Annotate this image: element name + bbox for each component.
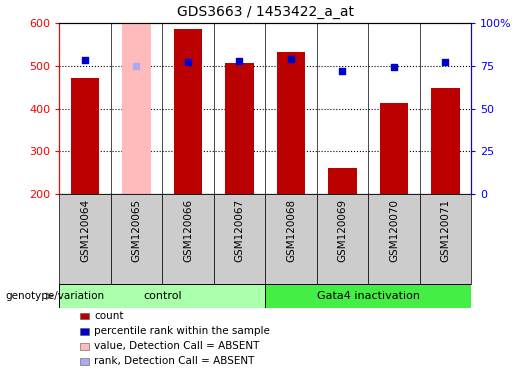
Bar xyxy=(431,88,459,194)
Bar xyxy=(265,194,317,284)
Point xyxy=(338,68,347,74)
Text: value, Detection Call = ABSENT: value, Detection Call = ABSENT xyxy=(94,341,260,351)
Point xyxy=(184,59,192,65)
Bar xyxy=(111,194,162,284)
Text: rank, Detection Call = ABSENT: rank, Detection Call = ABSENT xyxy=(94,356,254,366)
Bar xyxy=(265,284,471,308)
Title: GDS3663 / 1453422_a_at: GDS3663 / 1453422_a_at xyxy=(177,5,354,19)
Bar xyxy=(174,28,202,194)
Bar xyxy=(71,78,99,194)
Text: GSM120066: GSM120066 xyxy=(183,199,193,262)
Text: genotype/variation: genotype/variation xyxy=(5,291,104,301)
Bar xyxy=(226,63,253,194)
Bar xyxy=(59,194,111,284)
Bar xyxy=(214,194,265,284)
Point xyxy=(441,59,450,65)
Text: percentile rank within the sample: percentile rank within the sample xyxy=(94,326,270,336)
Text: GSM120065: GSM120065 xyxy=(131,199,142,262)
Text: count: count xyxy=(94,311,124,321)
Bar xyxy=(317,194,368,284)
Bar xyxy=(162,194,214,284)
Text: control: control xyxy=(143,291,181,301)
Text: GSM120067: GSM120067 xyxy=(234,199,245,262)
Bar xyxy=(329,169,356,194)
Text: GSM120070: GSM120070 xyxy=(389,199,399,262)
Text: GSM120069: GSM120069 xyxy=(337,199,348,262)
Point xyxy=(132,63,141,69)
Bar xyxy=(277,52,305,194)
Text: GSM120071: GSM120071 xyxy=(440,199,451,262)
Point xyxy=(287,56,295,62)
Bar xyxy=(368,194,420,284)
Point xyxy=(390,64,398,70)
Point xyxy=(81,57,89,63)
Bar xyxy=(420,194,471,284)
Bar xyxy=(380,103,408,194)
Bar xyxy=(59,284,265,308)
Text: GSM120064: GSM120064 xyxy=(80,199,90,262)
Text: GSM120068: GSM120068 xyxy=(286,199,296,262)
Bar xyxy=(123,23,150,194)
Text: Gata4 inactivation: Gata4 inactivation xyxy=(317,291,420,301)
Point xyxy=(235,58,244,64)
